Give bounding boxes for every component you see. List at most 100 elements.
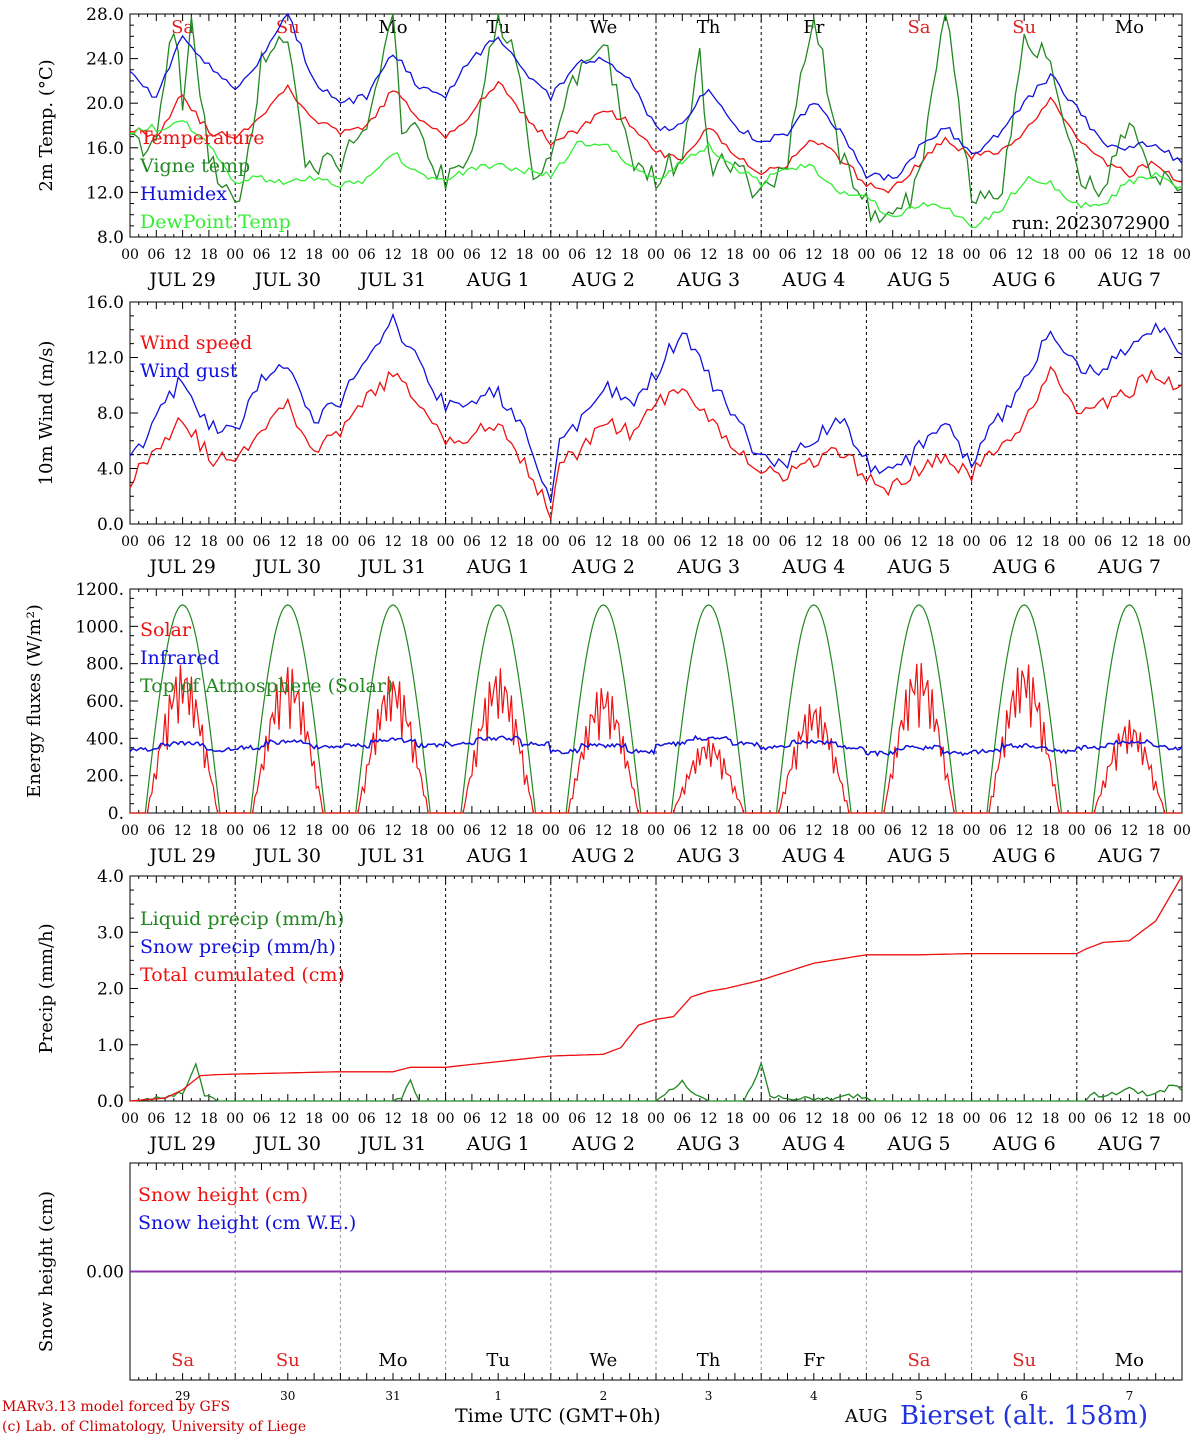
day-label: AUG 7 — [1097, 1133, 1161, 1155]
weekday-label: We — [590, 1350, 618, 1371]
hour-tick-label: 18 — [305, 1111, 323, 1127]
hour-tick-label: 18 — [516, 823, 534, 839]
hour-tick-label: 00 — [857, 823, 875, 839]
hour-tick-label: 00 — [542, 534, 560, 550]
y-tick-label: 4.0 — [97, 867, 124, 887]
hour-tick-label: 18 — [726, 1111, 744, 1127]
hour-tick-label: 00 — [331, 823, 349, 839]
day-label: AUG 2 — [571, 269, 635, 291]
hour-tick-label: 06 — [568, 823, 586, 839]
day-label: AUG 7 — [1097, 845, 1161, 867]
hour-tick-label: 06 — [1094, 1111, 1112, 1127]
day-label: JUL 31 — [358, 556, 426, 578]
hour-tick-label: 00 — [437, 823, 455, 839]
hour-tick-label: 00 — [226, 1111, 244, 1127]
hour-tick-label: 12 — [1120, 823, 1138, 839]
weekday-label: Sa — [171, 1350, 194, 1371]
hour-tick-label: 12 — [174, 247, 192, 263]
day-label: JUL 29 — [147, 269, 215, 291]
hour-tick-label: 18 — [200, 534, 218, 550]
hour-tick-label: 12 — [1120, 1111, 1138, 1127]
hour-tick-label: 18 — [410, 823, 428, 839]
legend-label: Snow height (cm W.E.) — [138, 1212, 356, 1234]
hour-tick-label: 00 — [752, 1111, 770, 1127]
hour-tick-label: 00 — [963, 534, 981, 550]
hour-tick-label: 06 — [358, 247, 376, 263]
hour-tick-label: 18 — [831, 247, 849, 263]
day-label: AUG 5 — [886, 845, 950, 867]
hour-tick-label: 06 — [147, 534, 165, 550]
series-line — [129, 312, 1183, 503]
hour-tick-label: 00 — [121, 823, 139, 839]
hour-tick-label: 12 — [805, 247, 823, 263]
weekday-label: Tu — [486, 17, 510, 38]
hour-tick-label: 06 — [568, 247, 586, 263]
hour-tick-label: 00 — [331, 534, 349, 550]
day-number-label: 29 — [175, 1389, 190, 1403]
hour-tick-label: 12 — [489, 1111, 507, 1127]
y-tick-label: 4.0 — [97, 460, 124, 480]
hour-tick-label: 06 — [358, 1111, 376, 1127]
hour-tick-label: 12 — [805, 1111, 823, 1127]
day-label: AUG 5 — [886, 269, 950, 291]
y-tick-label: 8.0 — [97, 404, 124, 424]
legend-label: Wind gust — [140, 360, 238, 382]
hour-tick-label: 06 — [463, 534, 481, 550]
hour-tick-label: 00 — [226, 247, 244, 263]
day-label: JUL 31 — [358, 845, 426, 867]
hour-tick-label: 18 — [1147, 823, 1165, 839]
hour-tick-label: 18 — [621, 534, 639, 550]
hour-tick-label: 06 — [673, 534, 691, 550]
hour-tick-label: 18 — [410, 534, 428, 550]
day-label: AUG 2 — [571, 1133, 635, 1155]
hour-tick-label: 12 — [174, 1111, 192, 1127]
legend-label: Infrared — [140, 647, 220, 669]
weekday-label: Mo — [378, 1350, 407, 1371]
weekday-label: We — [590, 17, 618, 38]
y-axis-label: Snow height (cm) — [36, 1191, 57, 1352]
day-label: AUG 4 — [781, 1133, 845, 1155]
hour-tick-label: 06 — [253, 247, 271, 263]
y-tick-label: 600. — [86, 692, 124, 712]
y-tick-label: 0.00 — [86, 1263, 124, 1283]
hour-tick-label: 00 — [226, 823, 244, 839]
hour-tick-label: 18 — [516, 534, 534, 550]
legend-label: Total cumulated (cm) — [140, 964, 345, 986]
hour-tick-label: 06 — [463, 1111, 481, 1127]
y-tick-label: 1200. — [75, 580, 124, 600]
y-tick-label: 16.0 — [86, 293, 124, 313]
day-label: AUG 6 — [992, 845, 1056, 867]
hour-tick-label: 06 — [358, 534, 376, 550]
hour-tick-label: 18 — [305, 823, 323, 839]
y-tick-label: 0. — [108, 804, 124, 824]
hour-tick-label: 06 — [253, 823, 271, 839]
time-axis-label: Time UTC (GMT+0h) — [455, 1405, 661, 1427]
day-label: JUL 29 — [147, 556, 215, 578]
series-line — [130, 120, 1183, 228]
hour-tick-label: 12 — [700, 823, 718, 839]
station-name: Bierset (alt. 158m) — [900, 1401, 1149, 1431]
day-label: AUG 4 — [781, 556, 845, 578]
day-label: JUL 31 — [358, 269, 426, 291]
y-axis-label: 2m Temp. (°C) — [36, 59, 57, 191]
hour-tick-label: 00 — [542, 1111, 560, 1127]
hour-tick-label: 06 — [884, 1111, 902, 1127]
hour-tick-label: 12 — [1015, 534, 1033, 550]
hour-tick-label: 00 — [437, 1111, 455, 1127]
day-number-label: 31 — [385, 1389, 400, 1403]
day-label: AUG 1 — [466, 269, 530, 291]
day-label: AUG 4 — [781, 269, 845, 291]
hour-tick-label: 12 — [805, 823, 823, 839]
day-number-label: 30 — [280, 1389, 295, 1403]
hour-tick-label: 18 — [831, 823, 849, 839]
day-label: JUL 30 — [253, 845, 321, 867]
hour-tick-label: 12 — [384, 534, 402, 550]
hour-tick-label: 00 — [1173, 823, 1191, 839]
day-label: AUG 3 — [676, 1133, 740, 1155]
hour-tick-label: 06 — [1094, 823, 1112, 839]
weekday-label: Sa — [907, 17, 930, 38]
hour-tick-label: 18 — [1042, 247, 1060, 263]
day-label: JUL 29 — [147, 845, 215, 867]
hour-tick-label: 12 — [489, 823, 507, 839]
